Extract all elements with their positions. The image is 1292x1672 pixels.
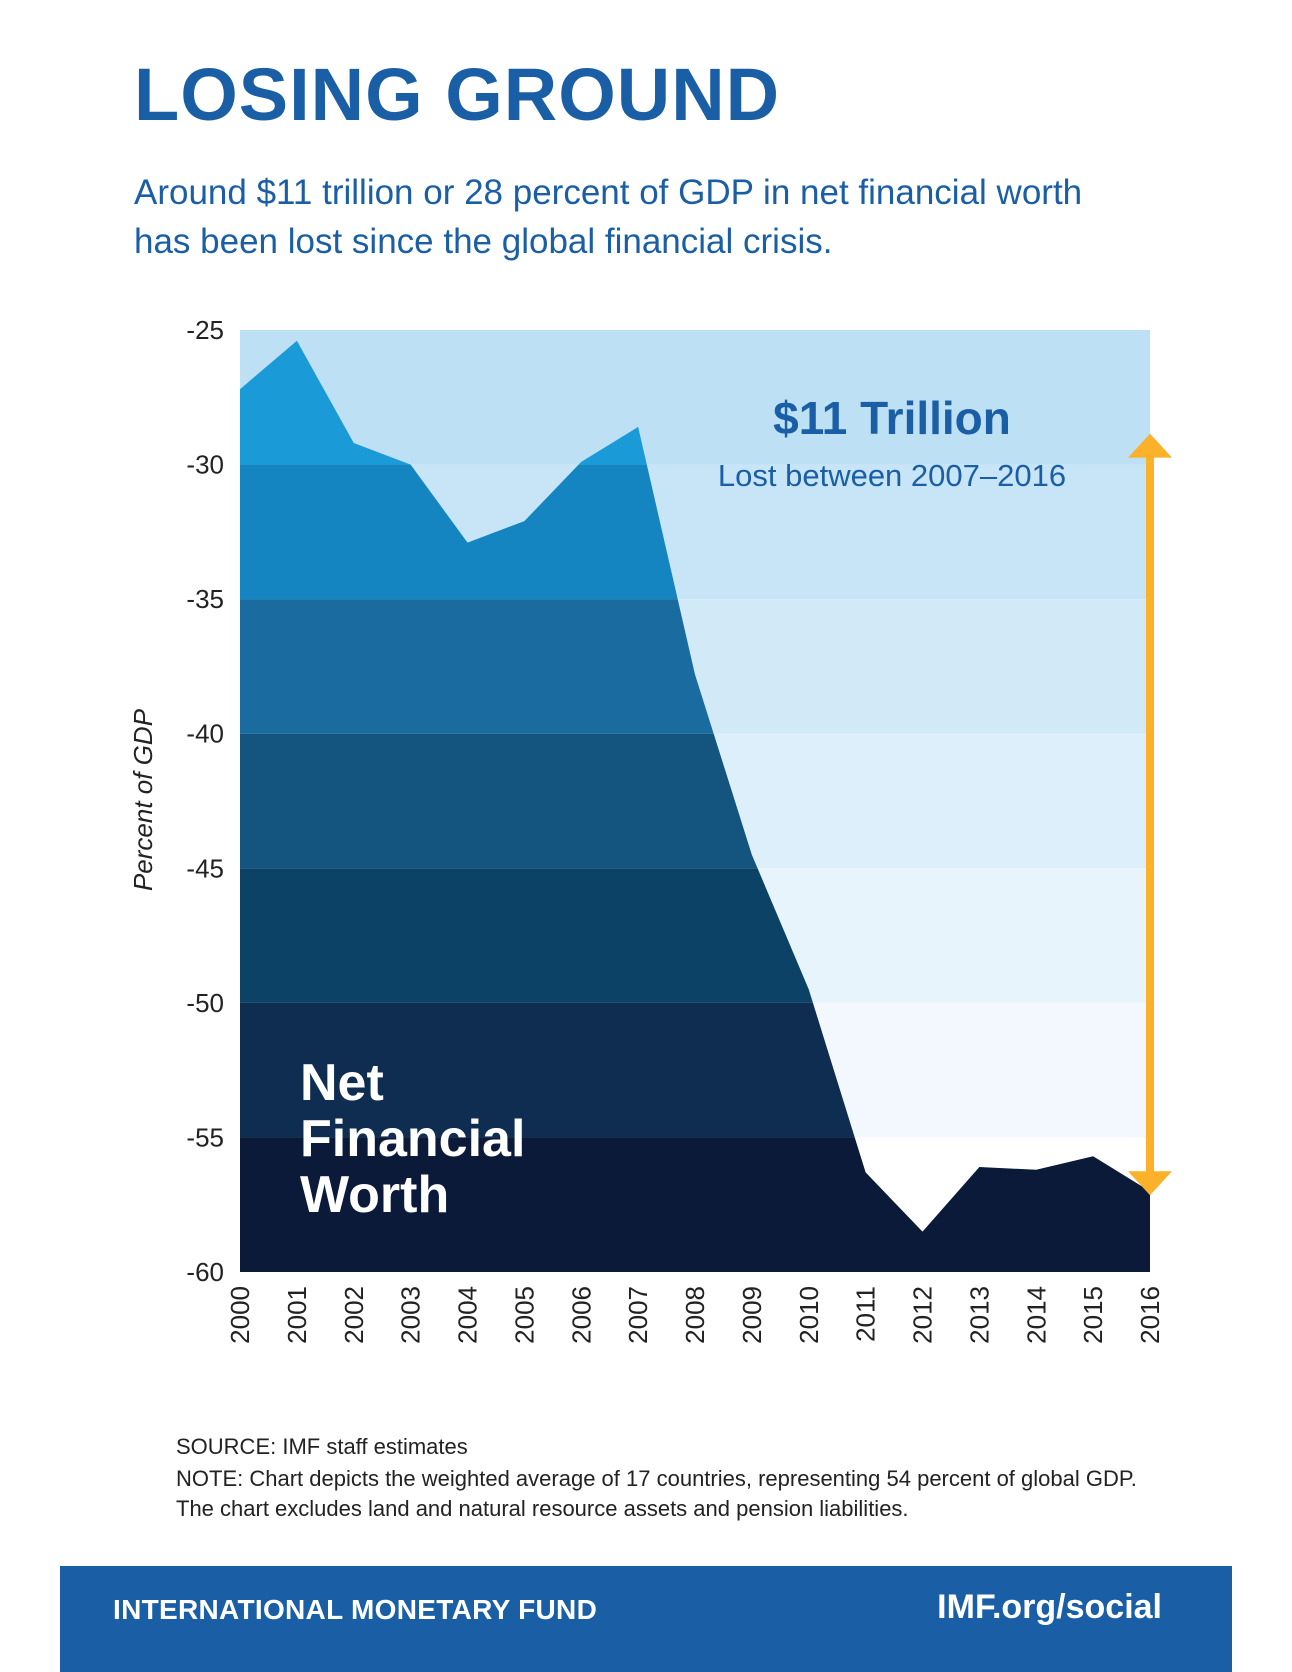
x-tick-label: 2006 [566,1286,596,1344]
y-tick-label: -30 [186,450,224,480]
y-tick-label: -40 [186,719,224,749]
net-financial-worth-chart: -25-30-35-40-45-50-55-60 2000 2001 2002 200… [128,315,1172,1344]
bg-band [240,330,1150,465]
x-tick-label: 2000 [225,1286,255,1344]
y-tick-label: -35 [186,584,224,614]
x-tick-label: 2010 [794,1286,824,1344]
arrow-head-top [1128,433,1172,458]
x-tick-label: 2014 [1021,1286,1051,1344]
x-tick-label: 2003 [396,1286,426,1344]
x-tick-label: 2011 [851,1286,881,1342]
x-axis-ticks: 2000 2001 2002 2003 2004 2005 2006 2007 2008 2009… [225,1286,1165,1344]
x-tick-label: 2009 [737,1286,767,1344]
x-tick-label: 2012 [908,1286,938,1344]
y-tick-label: -50 [186,988,224,1018]
x-tick-label: 2008 [680,1286,710,1344]
x-tick-label: 2001 [282,1286,312,1344]
y-axis-label: Percent of GDP [128,708,158,891]
x-tick-label: 2013 [964,1286,994,1344]
y-tick-label: -25 [186,315,224,345]
footer-bar: INTERNATIONAL MONETARY FUND IMF.org/soci… [60,1566,1232,1672]
page-title: LOSING GROUND [134,53,781,136]
area-label-line: Net [300,1054,384,1112]
annotation-headline: $11 Trillion [773,392,1011,444]
x-tick-label: 2007 [623,1286,653,1344]
arrow-head-bottom [1128,1171,1172,1196]
x-tick-label: 2004 [453,1286,483,1344]
annotation-subtext: Lost between 2007–2016 [718,458,1066,493]
area-label-line: Worth [300,1166,449,1224]
loss-range-arrow [1128,433,1172,1196]
y-tick-label: -60 [186,1257,224,1287]
y-axis-ticks: -25 -30 -35 -40 -45 -50 -55 -60 [186,315,224,1287]
footer-link[interactable]: IMF.org/social [937,1588,1162,1626]
x-tick-label: 2016 [1135,1286,1165,1344]
footer-organization: INTERNATIONAL MONETARY FUND [113,1594,598,1625]
x-tick-label: 2005 [509,1286,539,1344]
x-tick-label: 2002 [339,1286,369,1344]
chart-note: NOTE: Chart depicts the weighted average… [176,1466,1137,1521]
source-note: SOURCE: IMF staff estimates [176,1434,468,1459]
y-tick-label: -55 [186,1122,224,1152]
page-subtitle: Around $11 trillion or 28 percent of GDP… [134,173,1083,261]
y-tick-label: -45 [186,853,224,883]
x-tick-label: 2015 [1078,1286,1108,1344]
area-label-line: Financial [300,1110,525,1168]
